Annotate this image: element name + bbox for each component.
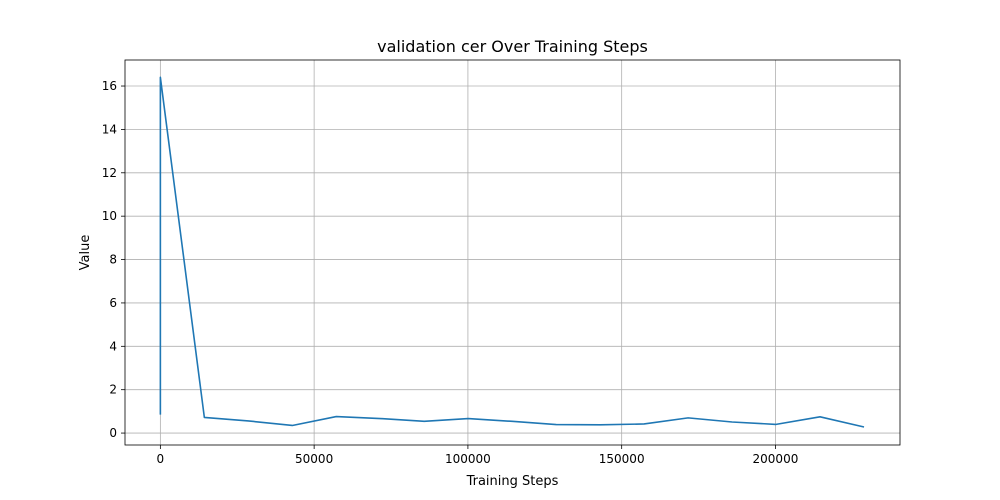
grid: [125, 60, 900, 445]
y-tick-label: 14: [102, 122, 117, 136]
y-tick-label: 4: [109, 339, 117, 353]
y-tick-label: 0: [109, 426, 117, 440]
y-tick-label: 16: [102, 79, 117, 93]
x-axis-label: Training Steps: [466, 474, 559, 489]
chart-title: validation cer Over Training Steps: [377, 37, 648, 56]
y-tick-label: 10: [102, 209, 117, 223]
x-tick-label: 50000: [295, 452, 333, 466]
y-tick-label: 12: [102, 166, 117, 180]
series-layer: [159, 76, 865, 428]
y-tick-label: 8: [109, 253, 117, 267]
x-tick-label: 100000: [445, 452, 491, 466]
x-tick-label: 150000: [599, 452, 645, 466]
x-tick-label: 200000: [753, 452, 799, 466]
plot-frame: [124, 59, 901, 446]
series-line: [159, 76, 865, 428]
y-tick-label: 2: [109, 383, 117, 397]
x-tick-label: 0: [157, 452, 165, 466]
y-axis-label: Value: [78, 235, 93, 271]
ticks: 0 50000 100000 150000 200000 0 2 4 6 8 10 12 14 16: [102, 79, 799, 466]
y-tick-label: 6: [109, 296, 117, 310]
